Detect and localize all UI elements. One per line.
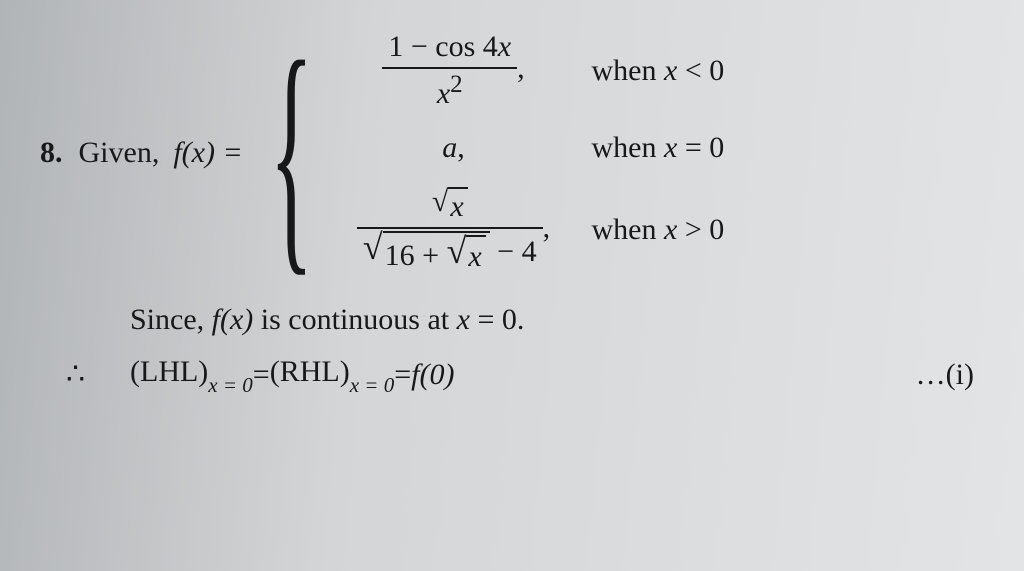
case-3-denom-suffix: − 4 bbox=[490, 235, 537, 268]
case-2-expr: a, bbox=[324, 131, 584, 165]
therefore-symbol: ∴ bbox=[40, 357, 130, 392]
case-3-denom-prefix: 16 + bbox=[385, 239, 447, 272]
equation-number: …(i) bbox=[916, 358, 974, 392]
left-brace: { bbox=[269, 49, 313, 257]
cases: 1 − cos 4x x2 , when x < 0 a, when x = 0 bbox=[324, 30, 725, 275]
cond-var: x bbox=[664, 213, 677, 246]
limit-line: ∴ (LHL)x = 0 = (RHL)x = 0 = f(0) …(i) bbox=[40, 355, 984, 394]
since-var: x bbox=[457, 303, 470, 336]
since-mid: is continuous at bbox=[253, 303, 456, 336]
cond-rel: > 0 bbox=[677, 213, 724, 246]
f0: f(0) bbox=[411, 358, 454, 392]
case-3-denom-outer-sqrt: √ 16 + √x bbox=[363, 231, 490, 275]
case-3-expr: √x √ 16 + √x − 4 , bbox=[324, 185, 584, 275]
since-prefix: Since, bbox=[130, 303, 212, 336]
cond-prefix: when bbox=[592, 54, 664, 87]
case-3-comma: , bbox=[543, 211, 551, 244]
lhs: f(x) = bbox=[173, 136, 242, 170]
cond-var: x bbox=[664, 54, 677, 87]
eq1: = bbox=[253, 358, 270, 392]
cond-rel: < 0 bbox=[677, 54, 724, 87]
case-3-denom: √ 16 + √x − 4 bbox=[357, 231, 543, 275]
case-3-numer-sqrt: √x bbox=[432, 187, 468, 225]
since-line: Since, f(x) is continuous at x = 0. bbox=[40, 303, 984, 337]
given-label: Given, bbox=[79, 136, 160, 170]
case-1-denom: x2 bbox=[431, 71, 469, 112]
lhl-text: (LHL) bbox=[130, 355, 208, 388]
lhl: (LHL)x = 0 bbox=[130, 355, 253, 394]
rhl-text: (RHL) bbox=[270, 355, 350, 388]
case-1-comma: , bbox=[517, 51, 525, 84]
case-1: 1 − cos 4x x2 , when x < 0 bbox=[324, 30, 725, 111]
lhl-sub: x = 0 bbox=[208, 373, 253, 397]
case-2-comma: , bbox=[457, 131, 465, 164]
case-3-numer: √x bbox=[426, 185, 474, 225]
case-2-cond: when x = 0 bbox=[592, 131, 725, 165]
cond-rel: = 0 bbox=[677, 131, 724, 164]
page: 8. Given, f(x) = { 1 − cos 4x x2 , when … bbox=[0, 0, 1024, 571]
case-1-expr: 1 − cos 4x x2 , bbox=[324, 30, 584, 111]
case-2: a, when x = 0 bbox=[324, 131, 725, 165]
eq2: = bbox=[394, 358, 411, 392]
cond-var: x bbox=[664, 131, 677, 164]
case-2-value: a bbox=[442, 131, 457, 164]
rhl-sub: x = 0 bbox=[350, 373, 395, 397]
case-3-denom-inner-radicand: x bbox=[466, 235, 485, 275]
case-1-fraction: 1 − cos 4x x2 bbox=[382, 30, 517, 111]
case-3-fraction: √x √ 16 + √x − 4 bbox=[357, 185, 543, 275]
case-1-cond: when x < 0 bbox=[592, 54, 725, 88]
fraction-bar bbox=[382, 67, 517, 69]
problem-row: 8. Given, f(x) = { 1 − cos 4x x2 , when … bbox=[40, 30, 984, 275]
cond-prefix: when bbox=[592, 213, 664, 246]
cond-prefix: when bbox=[592, 131, 664, 164]
brace-container: { bbox=[259, 49, 314, 257]
since-eq: = 0. bbox=[470, 303, 524, 336]
rhl: (RHL)x = 0 bbox=[270, 355, 394, 394]
case-3: √x √ 16 + √x − 4 , when bbox=[324, 185, 725, 275]
fraction-bar bbox=[357, 227, 543, 229]
case-1-numer: 1 − cos 4x bbox=[382, 30, 517, 65]
problem-number: 8. bbox=[40, 136, 63, 170]
case-3-numer-radicand: x bbox=[448, 187, 467, 225]
case-3-denom-outer-radicand: 16 + √x bbox=[383, 231, 490, 275]
case-1-denom-base: x bbox=[437, 77, 450, 110]
case-1-denom-exp: 2 bbox=[450, 71, 463, 98]
case-3-cond: when x > 0 bbox=[592, 213, 725, 247]
case-3-denom-inner-sqrt: √x bbox=[447, 235, 486, 275]
since-fx: f(x) bbox=[212, 303, 254, 336]
